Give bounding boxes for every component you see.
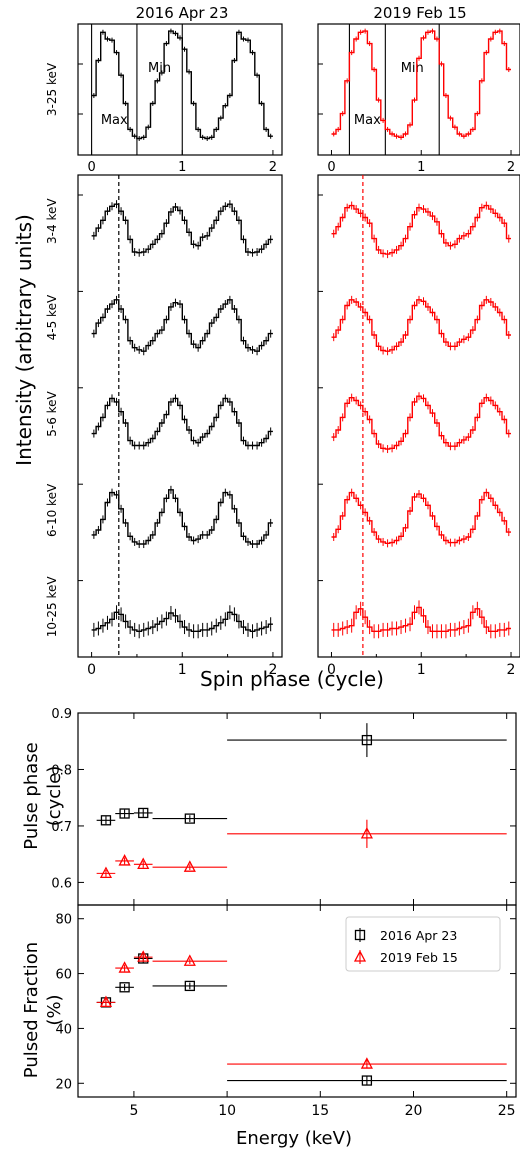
phase-y-tick-label: 0.6 (51, 876, 72, 891)
phase-data-point (119, 808, 130, 819)
energy-x-tick-label: 25 (498, 1103, 516, 1119)
top-phase-tick-label: 2 (269, 160, 277, 175)
band-label-5: 10-25 keV (45, 576, 59, 638)
min-region-label: Min (401, 61, 424, 76)
phase-data-point (183, 860, 196, 872)
pf-y-axis-label-line2: (%) (44, 994, 65, 1025)
band-4-profile-line (331, 491, 511, 544)
legend-marker (354, 929, 366, 941)
profile-y-axis-label: Intensity (arbitrary units) (12, 214, 36, 466)
pf-y-tick-label: 60 (55, 968, 72, 983)
energy-x-axis-label: Energy (keV) (236, 1128, 352, 1149)
pf-data-point (184, 980, 195, 992)
pf-data-point (361, 1075, 373, 1086)
energy-x-tick-label: 5 (129, 1103, 138, 1119)
phase-y-axis-label-line1: Pulse phase (21, 742, 42, 849)
band-1-profile-line (91, 203, 273, 254)
band-4-profile-line (91, 489, 273, 545)
phase-data-point (137, 857, 150, 869)
pf-data-point (183, 954, 196, 966)
band-label-3-25: 3-25 keV (45, 62, 59, 116)
band-3-25-profile-line (331, 30, 511, 138)
legend: 2016 Apr 23 2019 Feb 15 (345, 916, 501, 972)
band-label-1: 3-4 keV (45, 198, 59, 244)
phase-data-point (184, 813, 195, 824)
band-1-profile-line (331, 204, 511, 255)
band-3-25-profile-line (91, 30, 273, 140)
pf-y-tick-label: 80 (55, 913, 72, 928)
top-panel-frame-right (317, 23, 520, 156)
band-3-profile-line (331, 395, 511, 450)
energy-x-tick-label: 20 (405, 1103, 423, 1119)
band-2-profile-line (91, 299, 273, 352)
phase-data-point (99, 866, 113, 879)
obs-title-left: 2016 Apr 23 (136, 4, 229, 22)
profile-panel-frame-left (77, 174, 283, 658)
phase-data-point (118, 854, 131, 866)
bottom-phase-tick-label: 1 (178, 662, 187, 678)
band-2-profile-line (331, 299, 511, 352)
band-5-profile-line (331, 606, 511, 632)
phase-y-tick-label: 0.9 (51, 707, 72, 722)
top-phase-tick-label: 0 (87, 160, 95, 175)
energy-dependence-panels: 0.6 0.7 0.8 0.9 20 40 60 80 5 10 15 20 25 2016 Apr 23… (51, 707, 517, 1119)
max-region-label: Max (354, 113, 381, 128)
energy-x-tick-label: 10 (218, 1103, 236, 1119)
top-phase-tick-label: 1 (417, 160, 425, 175)
pulse-profile-panels: 0 0 1 1 2 2 Max Min 3-25 keV 3-4 keV 4-5 keV 5-6 ke… (45, 23, 520, 678)
bottom-phase-tick-label: 0 (87, 662, 96, 678)
profile-x-axis-label: Spin phase (cycle) (200, 667, 384, 691)
pf-data-point (360, 1057, 373, 1069)
phase-y-tick-label: 0.8 (51, 763, 72, 778)
legend-entry-label: 2016 Apr 23 (380, 928, 457, 943)
energy-x-tick-label: 15 (311, 1103, 329, 1119)
pf-data-point (137, 950, 150, 962)
band-label-2: 4-5 keV (45, 294, 59, 340)
phase-data-point (360, 826, 373, 839)
phase-y-tick-label: 0.7 (51, 820, 72, 835)
pf-y-tick-label: 20 (55, 1077, 72, 1092)
pf-data-point (119, 982, 130, 993)
min-region-label: Min (148, 61, 171, 76)
pf-data-point (99, 995, 113, 1008)
band-label-3: 5-6 keV (45, 390, 59, 436)
phase-data-point (361, 734, 373, 746)
pf-y-axis-label-line1: Pulsed Fraction (21, 942, 42, 1078)
legend-box (345, 916, 501, 972)
band-5-profile-line (91, 611, 273, 632)
pf-panel-frame (77, 904, 517, 1098)
top-phase-tick-label: 1 (178, 160, 186, 175)
phase-data-point (138, 807, 149, 819)
pf-data-point (118, 961, 131, 973)
legend-entry-label: 2019 Feb 15 (380, 950, 458, 965)
bottom-phase-tick-label: 2 (507, 662, 516, 678)
bottom-phase-tick-label: 2 (268, 662, 277, 678)
max-region-label: Max (101, 113, 128, 128)
obs-title-right: 2019 Feb 15 (373, 4, 466, 22)
bottom-phase-tick-label: 0 (327, 662, 336, 678)
legend-marker (353, 950, 367, 962)
top-phase-tick-label: 2 (507, 160, 515, 175)
bottom-phase-tick-label: 1 (417, 662, 426, 678)
top-panel-frame-left (77, 23, 283, 156)
band-label-4: 6-10 keV (45, 483, 59, 537)
phase-data-point (100, 815, 112, 826)
profile-panel-frame-right (317, 174, 520, 658)
phase-y-axis-label-line2: (cycle) (44, 766, 65, 827)
pf-y-tick-label: 40 (55, 1022, 72, 1037)
top-phase-tick-label: 0 (327, 160, 335, 175)
